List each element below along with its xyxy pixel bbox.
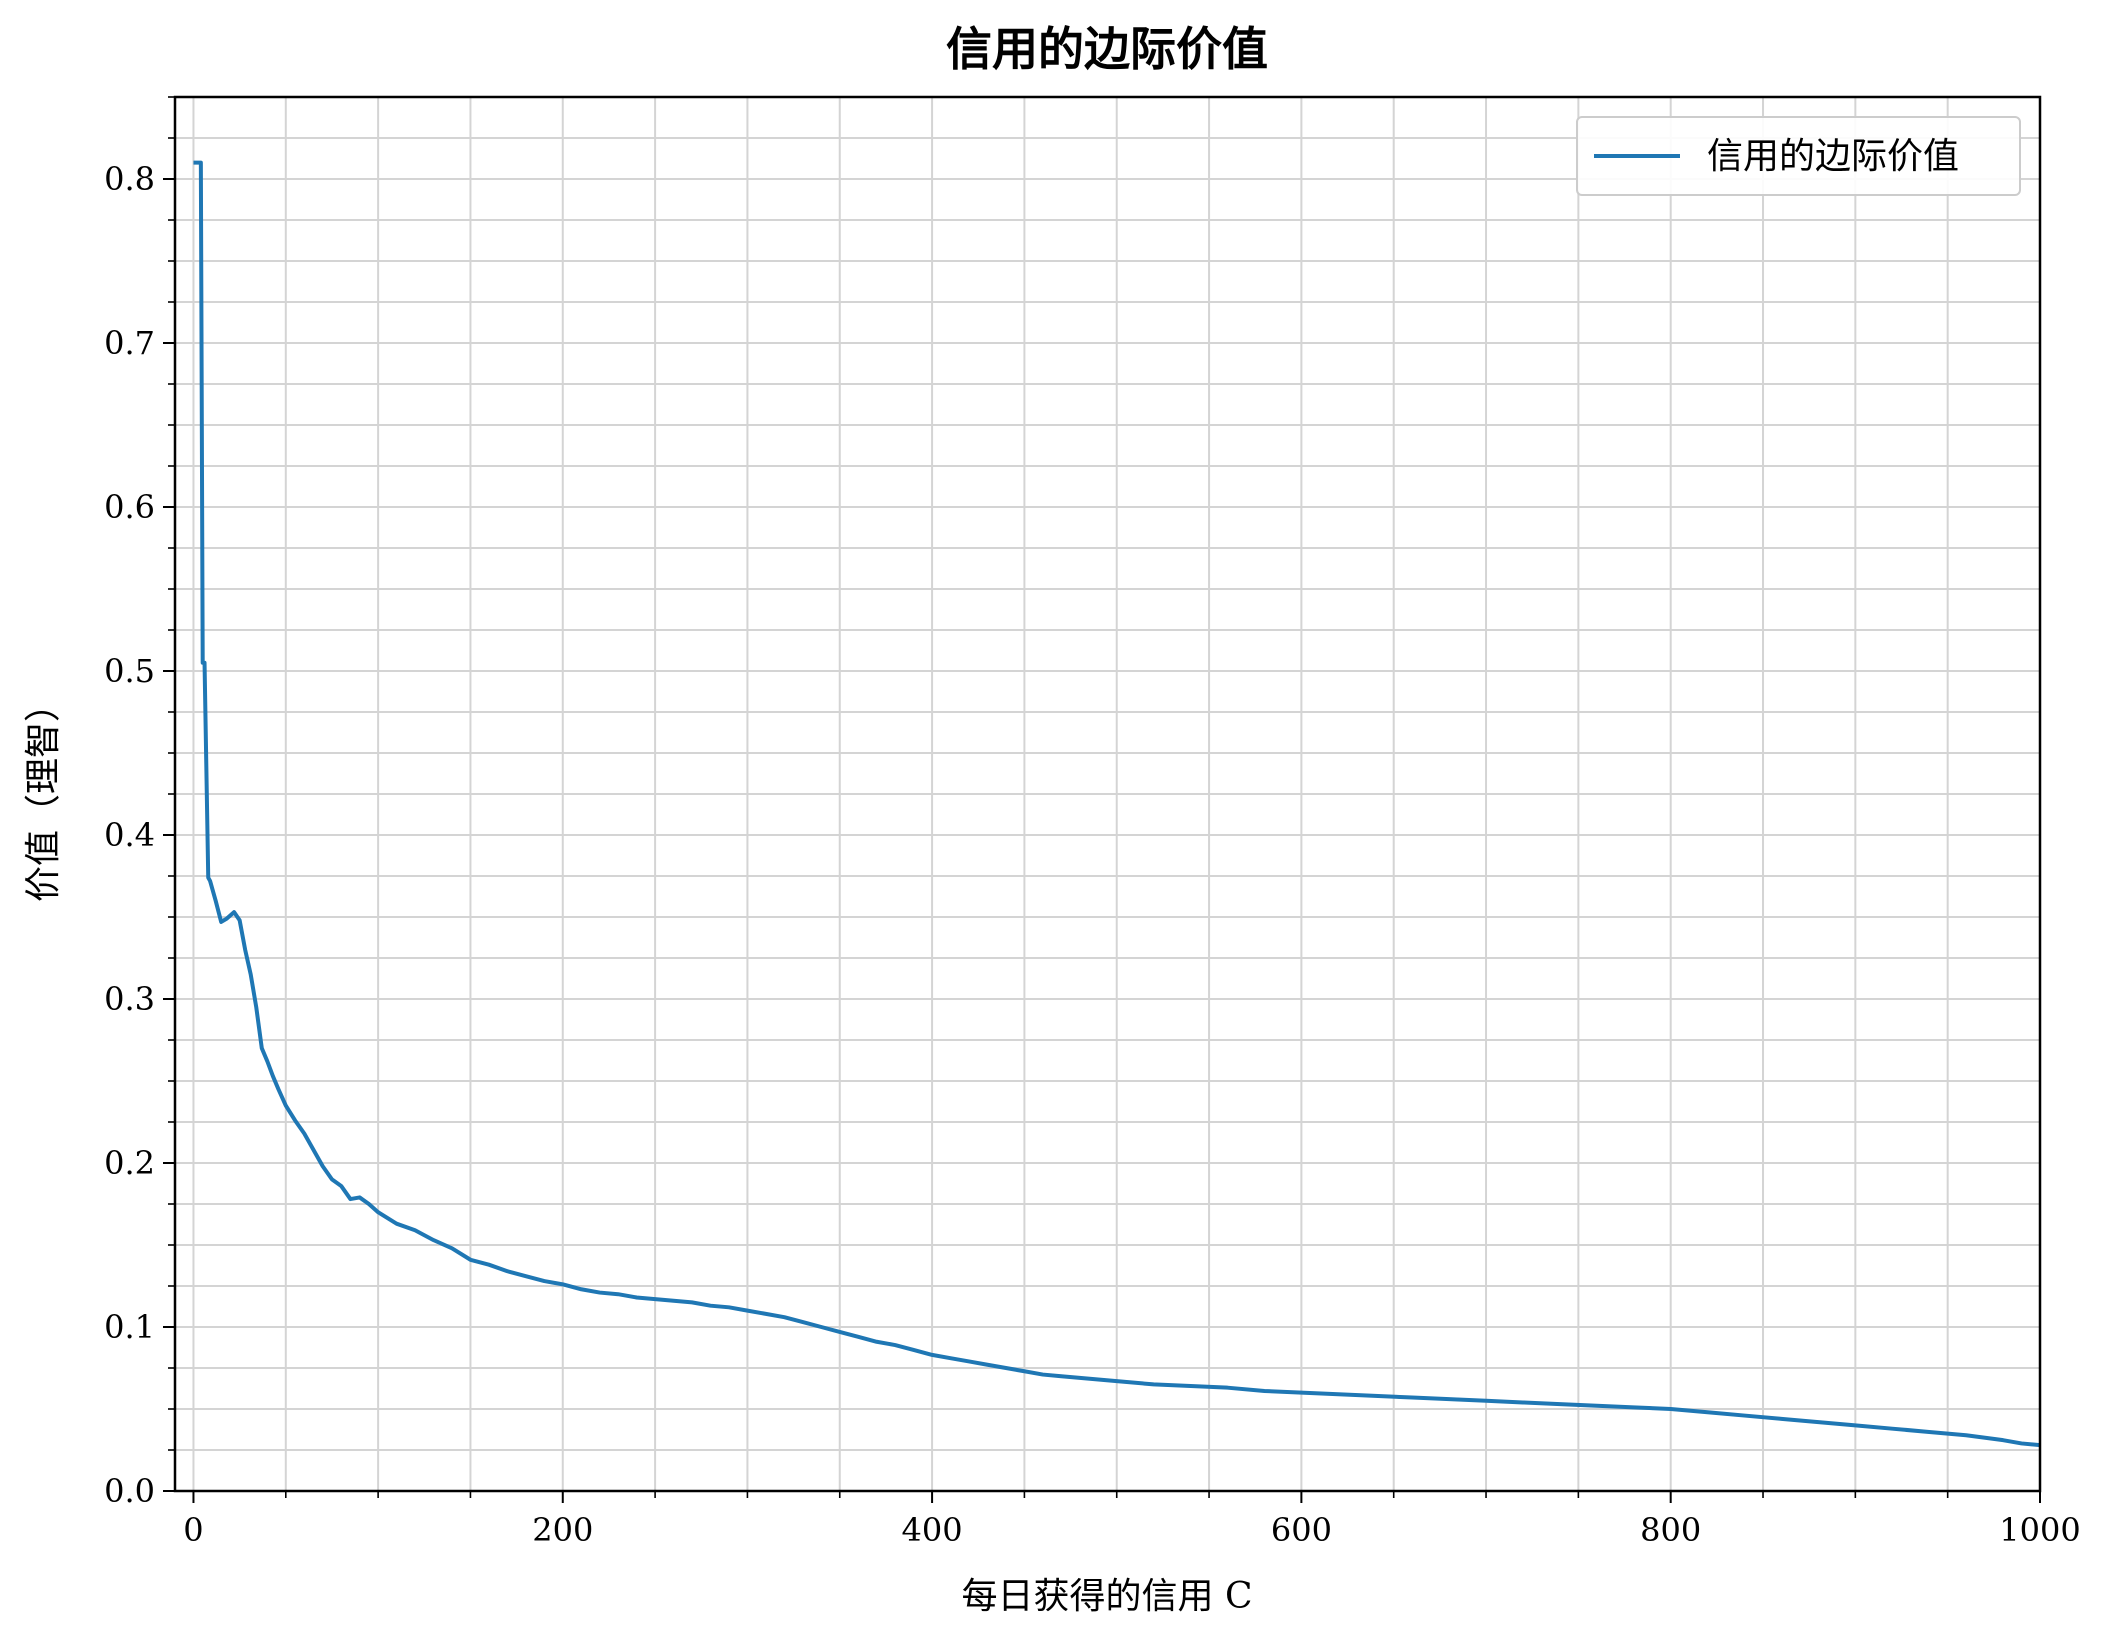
x-tick-label: 200 [532, 1511, 593, 1549]
chart-title: 信用的边际价值 [946, 22, 1268, 76]
ticks: 0 200 400 600 800 1000 0.0 0.1 0.2 0.3 0.4 0.5 0.6 0.… [104, 96, 2081, 1549]
y-tick-label: 0.7 [104, 324, 155, 362]
x-axis-label: 每日获得的信用 C [962, 1576, 1253, 1617]
plot-frame [173, 95, 2042, 1493]
y-tick-label: 0.3 [104, 980, 155, 1018]
y-tick-label: 0.6 [104, 488, 155, 526]
y-tick-label: 0.5 [104, 652, 155, 690]
y-axis-label: 价值（理智） [23, 686, 64, 902]
legend-label: 信用的边际价值 [1707, 136, 1959, 177]
x-tick-label: 400 [902, 1511, 963, 1549]
x-tick-label: 0 [183, 1511, 203, 1549]
x-tick-label: 800 [1640, 1511, 1701, 1549]
y-tick-label: 0.4 [104, 816, 155, 854]
y-tick-label: 0.0 [104, 1472, 155, 1510]
legend-box [1576, 116, 2021, 196]
series-line [193, 160, 2041, 1448]
y-tick-label: 0.1 [104, 1308, 155, 1346]
grid [175, 96, 2041, 1492]
y-tick-label: 0.2 [104, 1144, 155, 1182]
x-tick-label: 1000 [1999, 1511, 2080, 1549]
series-lines [193, 160, 2041, 1448]
x-tick-label: 600 [1271, 1511, 1332, 1549]
y-tick-label: 0.8 [104, 160, 155, 198]
legend: 信用的边际价值 [1576, 116, 2021, 196]
